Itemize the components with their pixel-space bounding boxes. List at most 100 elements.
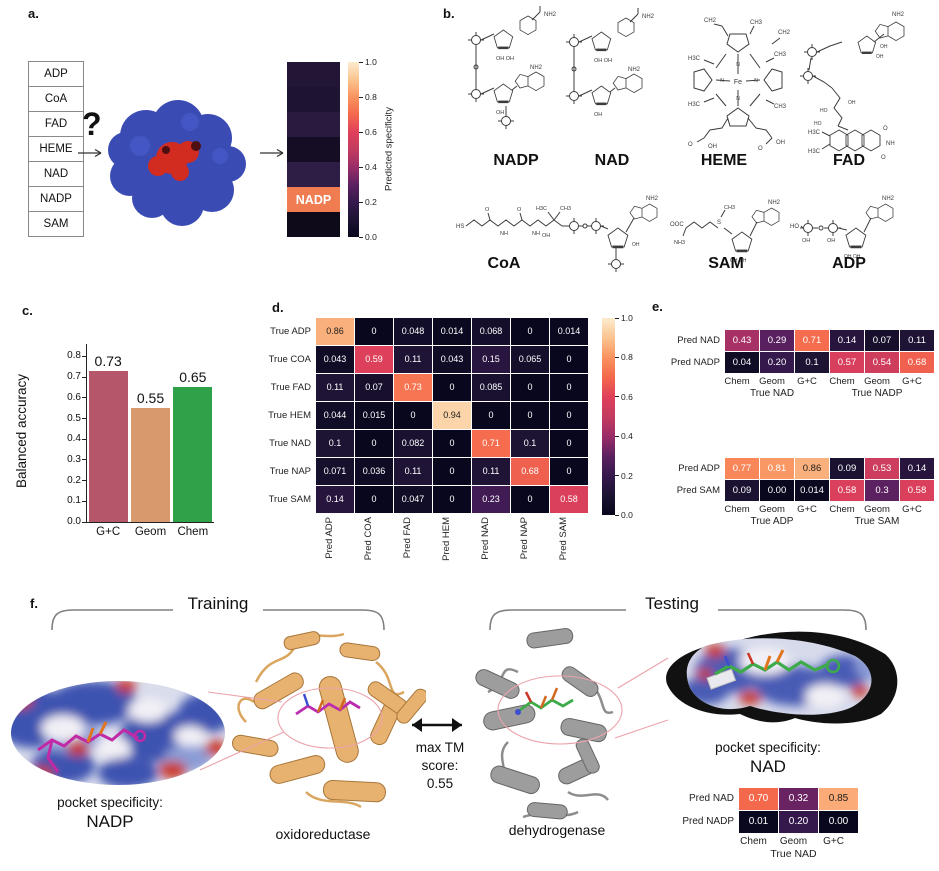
colorbar-tick-mark (615, 317, 619, 319)
heatmap-cell: 0.54 (865, 352, 899, 373)
y-tick-label: 0.7 (67, 371, 81, 383)
molecule-structures: NH2 OH OH NH2 OH Fe (456, 6, 905, 273)
heatmap-cell: 0.11 (316, 374, 354, 401)
testing-label: Testing (645, 594, 699, 613)
heatmap-col-label: Pred NAP (519, 517, 530, 560)
heatmap-cell: 0.71 (472, 430, 510, 457)
heatmap-cell: 0 (433, 486, 471, 513)
heatmap-cell: 0 (511, 318, 549, 345)
confusion-matrix-heatmap: True ADP 0.86 0 0.048 0.014 0.068 0 0.014 True C… (251, 318, 589, 586)
protein-surface-image (108, 100, 246, 226)
heatmap-group-label: True ADP (750, 516, 794, 527)
cofactor-list: ADP CoA FAD HEME NAD NADP SAM (28, 61, 84, 237)
cofactor-list-item: SAM (28, 211, 84, 237)
heatmap-cell: 0 (355, 430, 393, 457)
panel-c-label: c. (22, 303, 33, 318)
colorbar-tick-label: 0.2 (621, 470, 633, 481)
specificity-cell-fad (287, 112, 340, 137)
sam-structure: OOC NH3 S CH3 NH2 OH OH (670, 200, 781, 264)
heatmap-col-label: Chem (740, 836, 767, 847)
heatmap-cell: 0.58 (900, 480, 934, 501)
heatmap-row-label: True ADP (270, 326, 311, 337)
heatmap-cell: 0.014 (550, 318, 588, 345)
heatmap-cell: 0.77 (725, 458, 759, 479)
dehydrogenase-structure-image (475, 628, 614, 820)
colorbar-tick-mark (359, 236, 363, 238)
colorbar-tick-label: 0.4 (621, 431, 633, 442)
svg-text:OH: OH (848, 100, 856, 106)
heatmap-cell: 0 (472, 402, 510, 429)
left-pocket-caption: pocket specificity: (57, 795, 163, 810)
right-protein-label: dehydrogenase (508, 822, 606, 838)
svg-text:NH2: NH2 (882, 196, 895, 202)
specificity-cell-nad (287, 162, 340, 187)
heatmap-cell: 0 (550, 374, 588, 401)
colorbar-tick-mark (359, 61, 363, 63)
y-tick-mark (82, 438, 87, 440)
heatmap-cell: 0 (511, 402, 549, 429)
heatmap-col-label: G+C (797, 504, 817, 515)
x-tick-label: G+C (96, 526, 121, 538)
heatmap-row-label: True NAD (269, 438, 311, 449)
heatmap-row: Pred NAD 0.70 0.32 0.85 (672, 788, 859, 810)
colorbar-tick-label: 0.6 (365, 127, 377, 137)
bar-geom (130, 408, 171, 522)
right-pocket-value: NAD (750, 757, 786, 776)
training-brace (51, 609, 385, 631)
heatmap-cell: 0.09 (830, 458, 864, 479)
heatmap-cell: 0.59 (355, 346, 393, 373)
heatmap-cell: 0 (511, 486, 549, 513)
coa-structure: HS O NH O NH H3C CH3 OH NH2 OH (456, 196, 659, 273)
svg-text:H3C: H3C (688, 56, 701, 62)
svg-text:NH2: NH2 (768, 200, 781, 206)
heatmap-cell: 0 (433, 458, 471, 485)
specificity-column-heatmap: NADP (287, 62, 340, 237)
adp-structure: HO OH OH NH2 OH OH (790, 196, 895, 260)
heatmap-cell: 0.043 (316, 346, 354, 373)
heatmap-cell: 0.58 (550, 486, 588, 513)
cofactor-list-item: ADP (28, 61, 84, 87)
heatmap-cell: 0.065 (511, 346, 549, 373)
colorbar-a: 1.0 0.8 0.6 0.4 0.2 0.0 (348, 57, 377, 242)
heatmap-cell: 0 (433, 430, 471, 457)
y-tick-label: 0.4 (67, 433, 81, 445)
specificity-cell-adp (287, 62, 340, 87)
oxidoreductase-structure-image (231, 631, 426, 809)
nad-pocket-image (666, 631, 898, 724)
left-pocket-value: NADP (86, 812, 134, 831)
y-tick-label: 0.6 (67, 391, 81, 403)
colorbar-gradient (602, 318, 615, 515)
colorbar-gradient (348, 62, 359, 237)
heatmap-cell: 0.14 (900, 458, 934, 479)
heatmap-col-label: Pred NAD (480, 517, 491, 560)
heatmap-row-label: Pred NAD (677, 335, 720, 346)
heatmap-row: Pred SAM 0.09 0.00 0.014 0.58 0.3 0.58 (668, 480, 935, 501)
colorbar-tick-label: 0.4 (365, 162, 377, 172)
heatmap-col-label: Geom (759, 504, 785, 515)
heatmap-col-label: Pred ADP (324, 517, 335, 559)
heatmap-cell: 0.036 (355, 458, 393, 485)
heatmap-cell: 0.015 (355, 402, 393, 429)
svg-text:OH: OH (802, 238, 810, 244)
panel-e-label: e. (652, 299, 663, 314)
svg-text:OOC: OOC (670, 222, 684, 228)
heatmap-row-label: Pred ADP (678, 463, 720, 474)
svg-text:H3C: H3C (536, 206, 547, 212)
molecule-label-nadp: NADP (493, 152, 539, 169)
colorbar-tick-mark (359, 166, 363, 168)
heatmap-row-label: True COA (268, 354, 311, 365)
heatmap-row: True HEM 0.044 0.015 0 0.94 0 0 0 (251, 402, 589, 429)
panel-f-label: f. (30, 596, 38, 611)
y-tick-mark (82, 397, 87, 399)
heatmap-cell: 0.082 (394, 430, 432, 457)
heatmap-col-label: Geom (864, 376, 890, 387)
heatmap-cell: 0 (550, 430, 588, 457)
right-pocket-caption: pocket specificity: (715, 740, 821, 755)
heatmap-row: True NAD 0.1 0 0.082 0 0.71 0.1 0 (251, 430, 589, 457)
svg-text:N: N (754, 78, 758, 84)
svg-text:OH: OH (827, 238, 835, 244)
y-tick-label: 0.2 (67, 474, 81, 486)
heatmap-row: True NAP 0.071 0.036 0.11 0 0.11 0.68 0 (251, 458, 589, 485)
y-axis-label: Balanced accuracy (14, 373, 29, 489)
svg-text:O: O (883, 126, 888, 132)
